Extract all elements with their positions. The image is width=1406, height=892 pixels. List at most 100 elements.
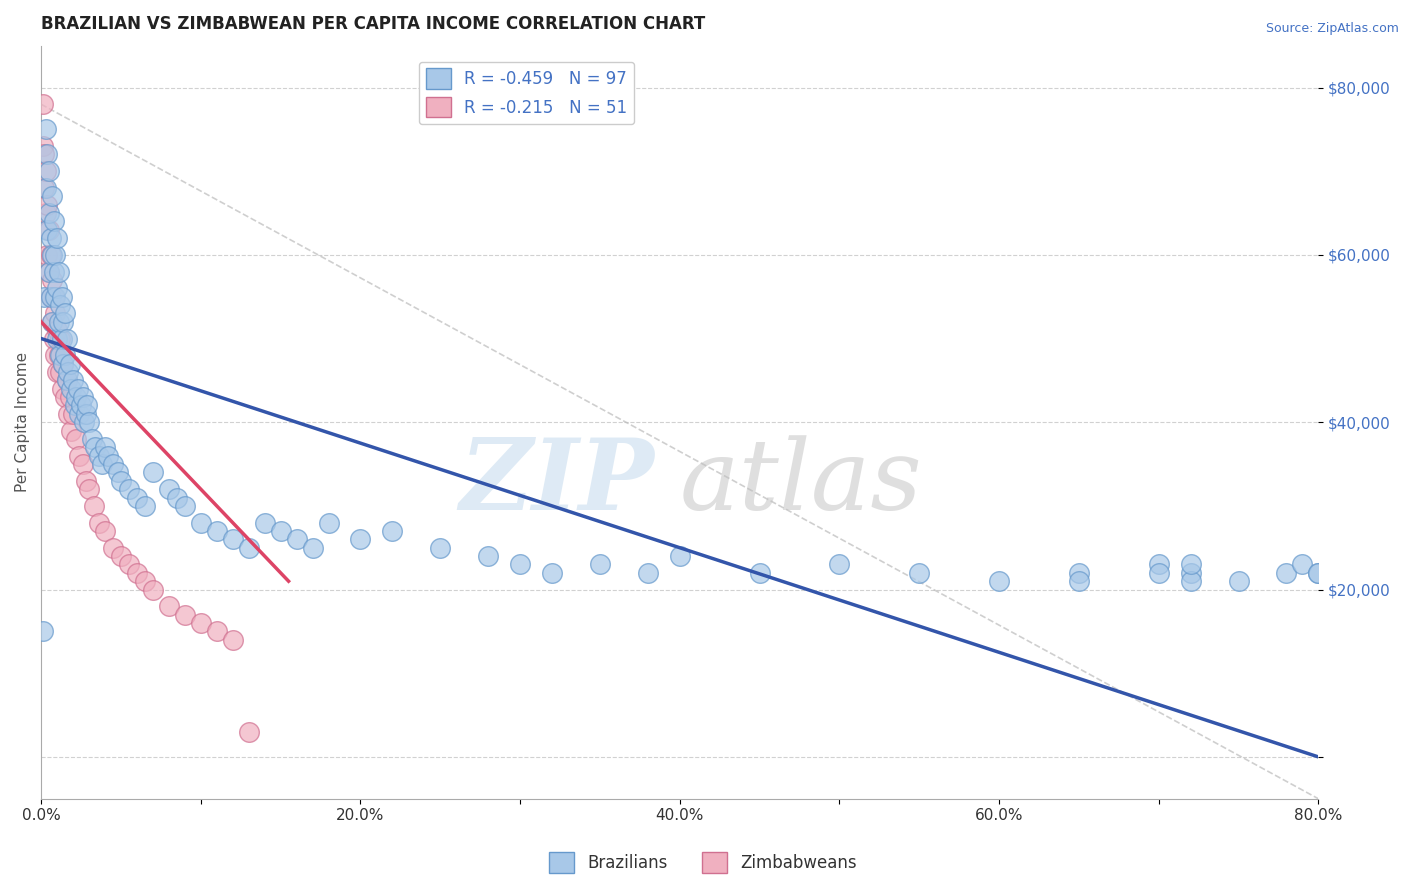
Point	[39, 248, 62, 262]
Point	[52, 315, 75, 329]
Point	[37, 248, 59, 262]
Point	[285, 533, 308, 547]
Point	[205, 524, 228, 538]
Point	[349, 533, 371, 547]
Point	[34, 147, 56, 161]
Point	[1275, 566, 1298, 580]
Point	[31, 139, 53, 153]
Point	[75, 474, 97, 488]
Point	[38, 264, 60, 278]
Point	[72, 457, 94, 471]
Point	[62, 373, 84, 387]
Point	[134, 499, 156, 513]
Point	[908, 566, 931, 580]
Point	[253, 516, 276, 530]
Point	[118, 482, 141, 496]
Point	[46, 281, 69, 295]
Point	[748, 566, 770, 580]
Point	[46, 231, 69, 245]
Point	[118, 558, 141, 572]
Point	[509, 558, 531, 572]
Point	[41, 315, 63, 329]
Point	[41, 248, 63, 262]
Point	[222, 632, 245, 647]
Point	[44, 248, 66, 262]
Point	[142, 582, 165, 597]
Point	[49, 332, 72, 346]
Point	[238, 724, 260, 739]
Point	[42, 290, 65, 304]
Point	[87, 449, 110, 463]
Point	[125, 566, 148, 580]
Point	[44, 348, 66, 362]
Point	[84, 440, 107, 454]
Point	[205, 624, 228, 639]
Point	[94, 440, 117, 454]
Point	[48, 315, 70, 329]
Point	[73, 415, 96, 429]
Point	[1147, 558, 1170, 572]
Point	[51, 290, 73, 304]
Point	[42, 332, 65, 346]
Point	[1308, 566, 1330, 580]
Point	[46, 323, 69, 337]
Y-axis label: Per Capita Income: Per Capita Income	[15, 352, 30, 492]
Point	[58, 365, 80, 379]
Point	[75, 407, 97, 421]
Point	[541, 566, 564, 580]
Point	[1227, 574, 1250, 589]
Point	[110, 474, 132, 488]
Point	[101, 541, 124, 555]
Point	[55, 373, 77, 387]
Point	[72, 390, 94, 404]
Point	[60, 424, 83, 438]
Point	[429, 541, 451, 555]
Point	[37, 147, 59, 161]
Point	[42, 264, 65, 278]
Point	[77, 482, 100, 496]
Point	[668, 549, 690, 563]
Point	[55, 373, 77, 387]
Point	[48, 348, 70, 362]
Point	[37, 223, 59, 237]
Text: ZIP: ZIP	[460, 434, 654, 531]
Point	[1180, 558, 1202, 572]
Point	[60, 382, 83, 396]
Point	[34, 181, 56, 195]
Point	[46, 365, 69, 379]
Point	[90, 457, 112, 471]
Point	[157, 482, 180, 496]
Point	[1180, 574, 1202, 589]
Point	[67, 407, 90, 421]
Point	[35, 122, 58, 136]
Point	[589, 558, 612, 572]
Point	[53, 306, 76, 320]
Point	[38, 164, 60, 178]
Point	[59, 390, 82, 404]
Point	[49, 348, 72, 362]
Point	[70, 399, 93, 413]
Point	[1067, 574, 1090, 589]
Point	[173, 499, 195, 513]
Point	[41, 189, 63, 203]
Point	[301, 541, 323, 555]
Point	[87, 516, 110, 530]
Point	[110, 549, 132, 563]
Point	[1180, 566, 1202, 580]
Point	[65, 390, 87, 404]
Point	[101, 457, 124, 471]
Point	[65, 432, 87, 446]
Point	[828, 558, 851, 572]
Point	[52, 357, 75, 371]
Point	[190, 516, 212, 530]
Point	[76, 399, 98, 413]
Point	[1291, 558, 1313, 572]
Point	[238, 541, 260, 555]
Point	[49, 365, 72, 379]
Point	[190, 615, 212, 630]
Text: atlas: atlas	[679, 434, 922, 530]
Point	[77, 415, 100, 429]
Point	[94, 524, 117, 538]
Point	[38, 206, 60, 220]
Text: Source: ZipAtlas.com: Source: ZipAtlas.com	[1265, 22, 1399, 36]
